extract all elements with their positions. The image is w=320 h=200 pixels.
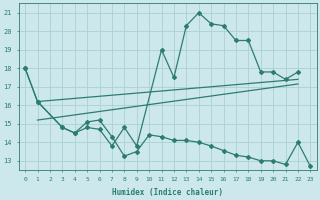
X-axis label: Humidex (Indice chaleur): Humidex (Indice chaleur) <box>112 188 223 197</box>
